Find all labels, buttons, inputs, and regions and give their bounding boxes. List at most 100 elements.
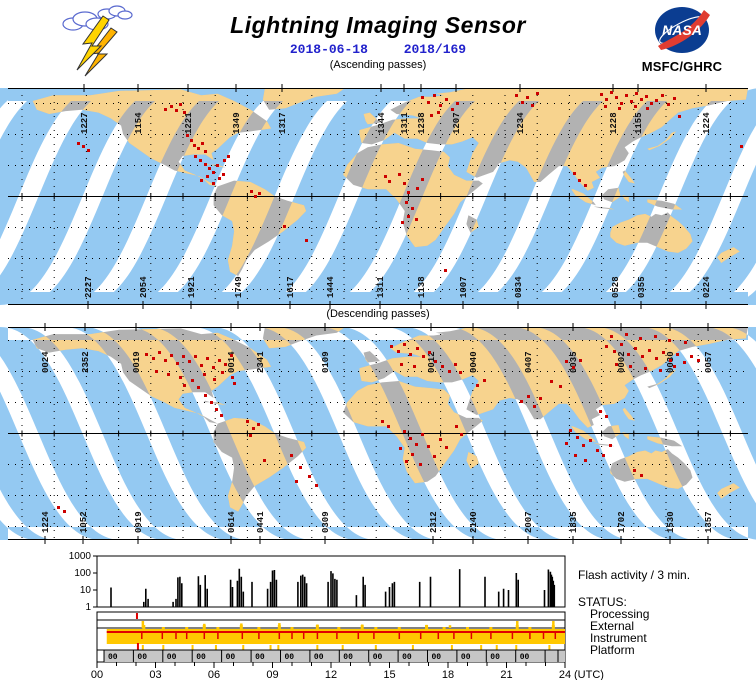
pass-time-label: 1702: [617, 511, 627, 533]
platform-event-mark: [450, 645, 453, 650]
instrument-bump: [185, 627, 189, 629]
pass-time-label: 0919: [134, 511, 144, 533]
pass-time-label: 1138: [417, 276, 427, 298]
pass-time-label: 0614: [227, 511, 237, 533]
pass-time-label: 1228: [609, 112, 619, 134]
status-row-dividers: [97, 619, 565, 629]
pass-time-label: 0002: [617, 351, 627, 373]
pass-time-label: 1052: [79, 511, 89, 533]
pass-time-label: 0019: [132, 351, 142, 373]
y-axis-tick-label: 100: [74, 568, 91, 579]
orbit-box-label: 00: [490, 653, 500, 662]
instrument-bump: [528, 627, 532, 629]
x-axis-tick-label: 00: [91, 669, 103, 680]
flash-activity-status-panel: 1000 100 10 1 00 00 00 00 00 00 00 00 00 00 00 00 00 00 00…: [0, 550, 756, 680]
pass-time-label: 0309: [321, 511, 331, 533]
external-event-mark: [516, 621, 519, 628]
pass-time-label: 1007: [459, 276, 469, 298]
date-row: 2018-06-18 2018/169: [0, 42, 756, 57]
orbit-box-label: 00: [520, 653, 530, 662]
platform-event-mark: [411, 645, 414, 650]
platform-event-mark: [214, 645, 217, 650]
orbit-box-label: 00: [432, 653, 442, 662]
pass-time-label: 1444: [326, 276, 336, 298]
ascending-caption: (Ascending passes): [329, 59, 427, 71]
instrument-red-ticks: [141, 633, 557, 639]
pass-time-label: 2352: [81, 351, 91, 373]
instrument-bump: [397, 627, 401, 629]
instrument-bump: [360, 625, 364, 629]
orbit-box-label: 00: [167, 653, 177, 662]
lightning-cloud-icon: [55, 2, 139, 82]
descending-caption: (Descending passes): [326, 308, 430, 320]
x-axis-tick-label: 03: [149, 669, 161, 680]
pass-time-label: 0057: [704, 351, 714, 373]
pass-time-label: 1227: [80, 112, 90, 134]
pass-time-label: 0012: [427, 351, 437, 373]
pass-time-label: 2312: [429, 511, 439, 533]
pass-time-label: 1344: [377, 112, 387, 134]
orbit-box-label: 00: [196, 653, 206, 662]
pass-time-label: 0834: [514, 276, 524, 298]
descending-passes-map: 0024 2352 0019 0014 2341 0109 0012 0040 0407 0035…: [0, 323, 756, 544]
status-row-label: External: [590, 619, 634, 633]
orbit-box-label: 00: [314, 653, 324, 662]
pass-time-label: 1835: [569, 511, 579, 533]
instrument-bump: [489, 627, 493, 629]
pass-ticks: [83, 84, 707, 309]
pass-time-label: 1221: [184, 112, 194, 134]
status-row-label: Processing: [590, 607, 649, 621]
platform-event-mark: [162, 645, 165, 650]
pass-time-label: 0035: [569, 351, 579, 373]
pass-time-label: 0441: [256, 511, 266, 533]
platform-event-mark: [269, 645, 272, 650]
instrument-bump: [442, 627, 446, 629]
pass-time-label: 1617: [286, 276, 296, 298]
pass-time-label: 1749: [234, 276, 244, 298]
pass-time-label: 1154: [134, 112, 144, 134]
orbit-box-label: 00: [285, 653, 295, 662]
pass-time-label: 0040: [469, 351, 479, 373]
orbit-box-label: 00: [137, 653, 147, 662]
pass-time-label: 1530: [666, 511, 676, 533]
platform-red-mark: [136, 643, 139, 650]
equator-line: [8, 193, 748, 200]
instrument-bump: [239, 625, 243, 629]
nasa-swoosh: [658, 10, 710, 50]
org-label: MSFC/GHRC: [641, 59, 723, 74]
instrument-bump: [515, 625, 519, 629]
pass-time-label: 2227: [84, 276, 94, 298]
pass-time-label: 1207: [452, 112, 462, 134]
instrument-bump: [142, 625, 146, 629]
pass-time-label: 1317: [278, 112, 288, 134]
instrument-red-line: [106, 631, 565, 633]
instrument-bump: [202, 625, 206, 629]
pass-time-label: 2007: [524, 511, 534, 533]
orbit-box-label: 00: [373, 653, 383, 662]
flash-activity-legend: Flash activity / 3 min.: [578, 568, 690, 582]
nasa-logo: NASA MSFC/GHRC: [622, 4, 742, 76]
pass-time-label: 1357: [704, 511, 714, 533]
ascending-passes-map: 1227 1154 1221 1349 1317 1344 1311 1238 1207 1234…: [0, 84, 756, 309]
lightning-flash-dots: [77, 91, 743, 272]
pass-time-label: 1311: [376, 276, 386, 298]
instrument-bump: [216, 627, 220, 629]
pass-time-label: 0355: [637, 276, 647, 298]
pass-time-label: 1921: [187, 276, 197, 298]
status-row-label: Instrument: [590, 631, 647, 645]
equator-line: [8, 430, 748, 437]
x-axis-tick-label: 06: [208, 669, 220, 680]
pass-time-label: 1238: [417, 112, 427, 134]
status-heading: STATUS:: [578, 595, 627, 609]
external-event-mark: [141, 621, 145, 628]
orbit-box-label: 00: [108, 653, 118, 662]
pass-time-label: 0407: [524, 351, 534, 373]
platform-event-mark: [548, 645, 551, 650]
instrument-bump: [290, 627, 294, 629]
platform-event-mark: [316, 645, 319, 650]
pass-time-label: 1311: [400, 112, 410, 134]
x-axis-tick-label: 09: [266, 669, 278, 680]
instrument-bump: [277, 625, 281, 629]
pass-time-label: 1234: [516, 112, 526, 134]
